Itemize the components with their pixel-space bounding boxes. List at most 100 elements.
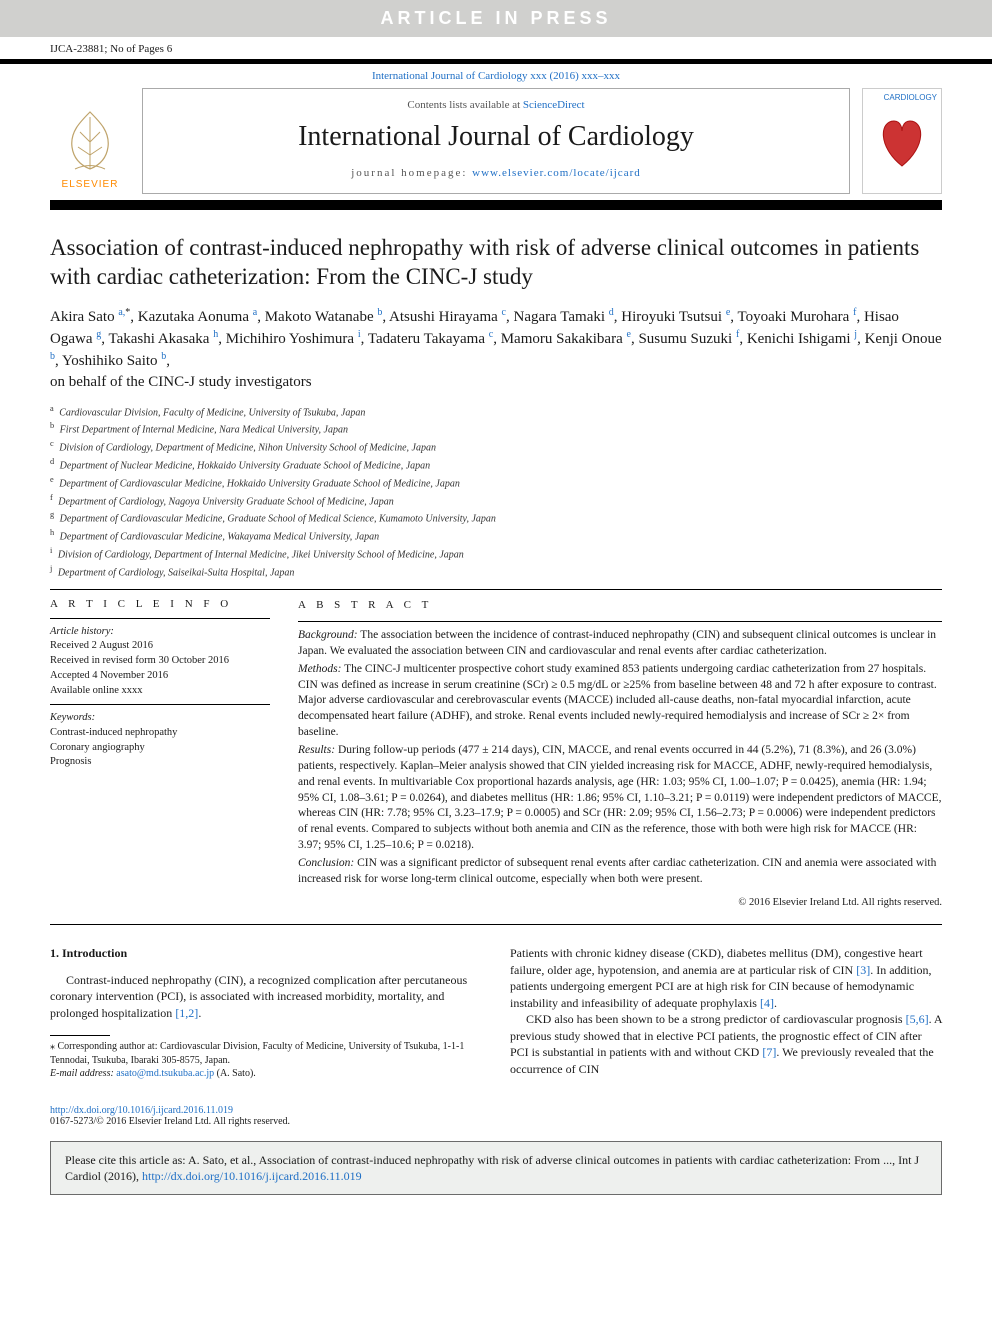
author: Takashi Akasaka h xyxy=(108,331,218,347)
affiliation: a Cardiovascular Division, Faculty of Me… xyxy=(50,403,942,421)
author: Susumu Suzuki f xyxy=(638,331,739,347)
right-para-2: CKD also has been shown to be a strong p… xyxy=(510,1011,942,1077)
affil-ref-link[interactable]: j xyxy=(854,329,857,340)
ref-link-4[interactable]: [4] xyxy=(760,996,774,1010)
please-cite-box: Please cite this article as: A. Sato, et… xyxy=(50,1141,942,1195)
publisher-logo: ELSEVIER xyxy=(50,88,130,194)
abstract-body: Background: The association between the … xyxy=(298,628,942,888)
rule-below-abstract xyxy=(50,924,942,925)
homepage-prefix: journal homepage: xyxy=(351,167,472,179)
keyword: Coronary angiography xyxy=(50,741,270,756)
author: Michihiro Yoshimura i xyxy=(226,331,361,347)
ref-link-1-2[interactable]: [1,2] xyxy=(175,1006,198,1020)
publisher-logo-text: ELSEVIER xyxy=(62,179,119,190)
abstract-section-label: Background: xyxy=(298,629,358,641)
article-history-block: Article history: Received 2 August 2016R… xyxy=(50,625,270,698)
masthead-underline xyxy=(50,200,942,210)
body-two-column: 1. Introduction Contrast-induced nephrop… xyxy=(50,945,942,1081)
author: Mamoru Sakakibara e xyxy=(501,331,631,347)
journal-title: International Journal of Cardiology xyxy=(159,121,833,153)
keyword: Prognosis xyxy=(50,755,270,770)
keywords-block: Keywords: Contrast-induced nephropathyCo… xyxy=(50,711,270,770)
author: Toyoaki Murohara f xyxy=(738,309,857,325)
abstract-section-label: Results: xyxy=(298,744,335,756)
author-list: Akira Sato a,*, Kazutaka Aonuma a, Makot… xyxy=(50,306,942,393)
abstract-heading: A B S T R A C T xyxy=(298,598,942,613)
affil-ref-link[interactable]: c xyxy=(502,307,506,318)
affil-ref-link[interactable]: a xyxy=(253,307,257,318)
cover-heart-icon xyxy=(872,106,932,176)
ref-link-5-6[interactable]: [5,6] xyxy=(906,1012,929,1026)
abstract-section: Background: The association between the … xyxy=(298,628,942,660)
abstract-section: Results: During follow-up periods (477 ±… xyxy=(298,743,942,854)
abstract-column: A B S T R A C T Background: The associat… xyxy=(298,598,942,910)
history-line: Accepted 4 November 2016 xyxy=(50,669,270,684)
issn-copyright-line: 0167-5273/© 2016 Elsevier Ireland Ltd. A… xyxy=(50,1116,290,1127)
cover-label: CARDIOLOGY xyxy=(884,93,937,102)
elsevier-tree-icon xyxy=(60,107,120,177)
affil-ref-link[interactable]: g xyxy=(96,329,101,340)
history-line: Available online xxxx xyxy=(50,684,270,699)
author: Nagara Tamaki d xyxy=(513,309,613,325)
affil-ref-link[interactable]: b xyxy=(161,351,166,362)
affil-ref-link[interactable]: b xyxy=(50,351,55,362)
corresponding-author-footnote: ⁎ Corresponding author at: Cardiovascula… xyxy=(50,1040,482,1067)
ref-link-3[interactable]: [3] xyxy=(856,963,870,977)
journal-homepage-line: journal homepage: www.elsevier.com/locat… xyxy=(159,167,833,179)
affil-ref-link[interactable]: d xyxy=(609,307,614,318)
affil-ref-link[interactable]: f xyxy=(736,329,739,340)
abstract-rule xyxy=(298,621,942,622)
info-rule-1 xyxy=(50,618,270,619)
affiliation: h Department of Cardiovascular Medicine,… xyxy=(50,527,942,545)
journal-reference-line: International Journal of Cardiology xxx … xyxy=(0,64,992,88)
masthead: ELSEVIER Contents lists available at Sci… xyxy=(50,88,942,194)
affiliation: f Department of Cardiology, Nagoya Unive… xyxy=(50,492,942,510)
email-link[interactable]: asato@md.tsukuba.ac.jp xyxy=(116,1068,214,1079)
info-abstract-row: A R T I C L E I N F O Article history: R… xyxy=(50,598,942,910)
corr-label: ⁎ Corresponding author at: xyxy=(50,1041,160,1052)
author: Atsushi Hirayama c xyxy=(389,309,506,325)
keywords-label: Keywords: xyxy=(50,711,270,726)
affiliation: e Department of Cardiovascular Medicine,… xyxy=(50,474,942,492)
ref-link-7[interactable]: [7] xyxy=(762,1045,776,1059)
article-history-label: Article history: xyxy=(50,625,270,640)
journal-reference-link[interactable]: International Journal of Cardiology xxx … xyxy=(372,70,620,82)
affil-ref-link[interactable]: c xyxy=(489,329,493,340)
author: Makoto Watanabe b xyxy=(265,309,383,325)
author: Tadateru Takayama c xyxy=(368,331,493,347)
right-column: Patients with chronic kidney disease (CK… xyxy=(510,945,942,1081)
intro-text: Contrast-induced nephropathy (CIN), a re… xyxy=(50,973,467,1020)
affil-ref-link[interactable]: i xyxy=(358,329,361,340)
section-title-text: Introduction xyxy=(62,946,127,960)
affil-ref-link[interactable]: f xyxy=(853,307,856,318)
intro-tail: . xyxy=(198,1006,201,1020)
affil-ref-link[interactable]: e xyxy=(726,307,730,318)
keyword: Contrast-induced nephropathy xyxy=(50,726,270,741)
sciencedirect-link[interactable]: ScienceDirect xyxy=(523,99,585,111)
section-heading-intro: 1. Introduction xyxy=(50,945,482,962)
journal-cover-thumb: CARDIOLOGY xyxy=(862,88,942,194)
affiliation: i Division of Cardiology, Department of … xyxy=(50,545,942,563)
email-label: E-mail address: xyxy=(50,1068,116,1079)
section-number: 1. xyxy=(50,946,59,960)
doi-link[interactable]: http://dx.doi.org/10.1016/j.ijcard.2016.… xyxy=(50,1105,233,1116)
affil-ref-link[interactable]: e xyxy=(627,329,631,340)
affiliation: d Department of Nuclear Medicine, Hokkai… xyxy=(50,456,942,474)
cite-doi-link[interactable]: http://dx.doi.org/10.1016/j.ijcard.2016.… xyxy=(142,1169,362,1183)
author: Kazutaka Aonuma a xyxy=(138,309,257,325)
article-info-heading: A R T I C L E I N F O xyxy=(50,598,270,610)
rule-above-info xyxy=(50,589,942,590)
affil-ref-link[interactable]: h xyxy=(213,329,218,340)
right-para-1: Patients with chronic kidney disease (CK… xyxy=(510,945,942,1011)
intro-para-1: Contrast-induced nephropathy (CIN), a re… xyxy=(50,972,482,1022)
history-line: Received 2 August 2016 xyxy=(50,639,270,654)
left-column: 1. Introduction Contrast-induced nephrop… xyxy=(50,945,482,1081)
author: Akira Sato a,* xyxy=(50,309,130,325)
header-bar: IJCA-23881; No of Pages 6 xyxy=(0,37,992,64)
affil-ref-link[interactable]: b xyxy=(377,307,382,318)
journal-homepage-link[interactable]: www.elsevier.com/locate/ijcard xyxy=(472,167,641,179)
contents-prefix: Contents lists available at xyxy=(407,99,522,111)
rp2a: CKD also has been shown to be a strong p… xyxy=(526,1012,906,1026)
abstract-section: Methods: The CINC-J multicenter prospect… xyxy=(298,662,942,741)
author: Kenichi Ishigami j xyxy=(747,331,857,347)
